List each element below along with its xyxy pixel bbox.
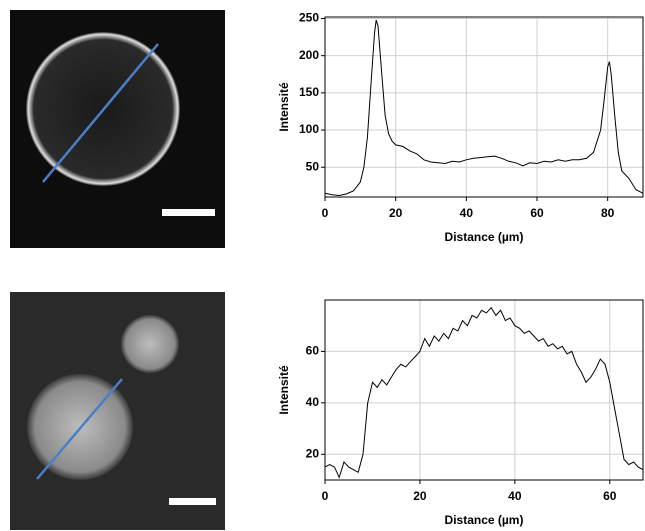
x-tick-label: 40	[508, 489, 522, 503]
micrograph-bottom	[10, 292, 225, 530]
x-tick-label: 20	[389, 206, 403, 220]
y-axis-label: Intensité	[277, 365, 291, 415]
y-tick-label: 20	[306, 446, 320, 460]
y-tick-label: 200	[299, 48, 319, 62]
y-tick-label: 100	[299, 122, 319, 136]
y-tick-label: 50	[306, 159, 320, 173]
x-tick-label: 60	[603, 489, 617, 503]
x-tick-label: 20	[413, 489, 427, 503]
x-axis-label: Distance (µm)	[445, 230, 524, 244]
x-tick-label: 0	[322, 489, 329, 503]
y-tick-label: 60	[306, 344, 320, 358]
x-tick-label: 40	[460, 206, 474, 220]
plot-frame	[324, 299, 644, 481]
x-tick-label: 60	[530, 206, 544, 220]
profile-line	[324, 19, 644, 197]
x-tick-label: 0	[322, 206, 329, 220]
y-axis-label: Intensité	[277, 82, 291, 132]
y-tick-label: 150	[299, 85, 319, 99]
micrograph-top	[10, 10, 225, 248]
y-tick-label: 40	[306, 395, 320, 409]
profile-line	[324, 306, 644, 479]
plot-frame	[324, 16, 644, 198]
x-tick-label: 80	[601, 206, 615, 220]
y-tick-label: 250	[299, 11, 319, 25]
x-axis-label: Distance (µm)	[445, 513, 524, 527]
